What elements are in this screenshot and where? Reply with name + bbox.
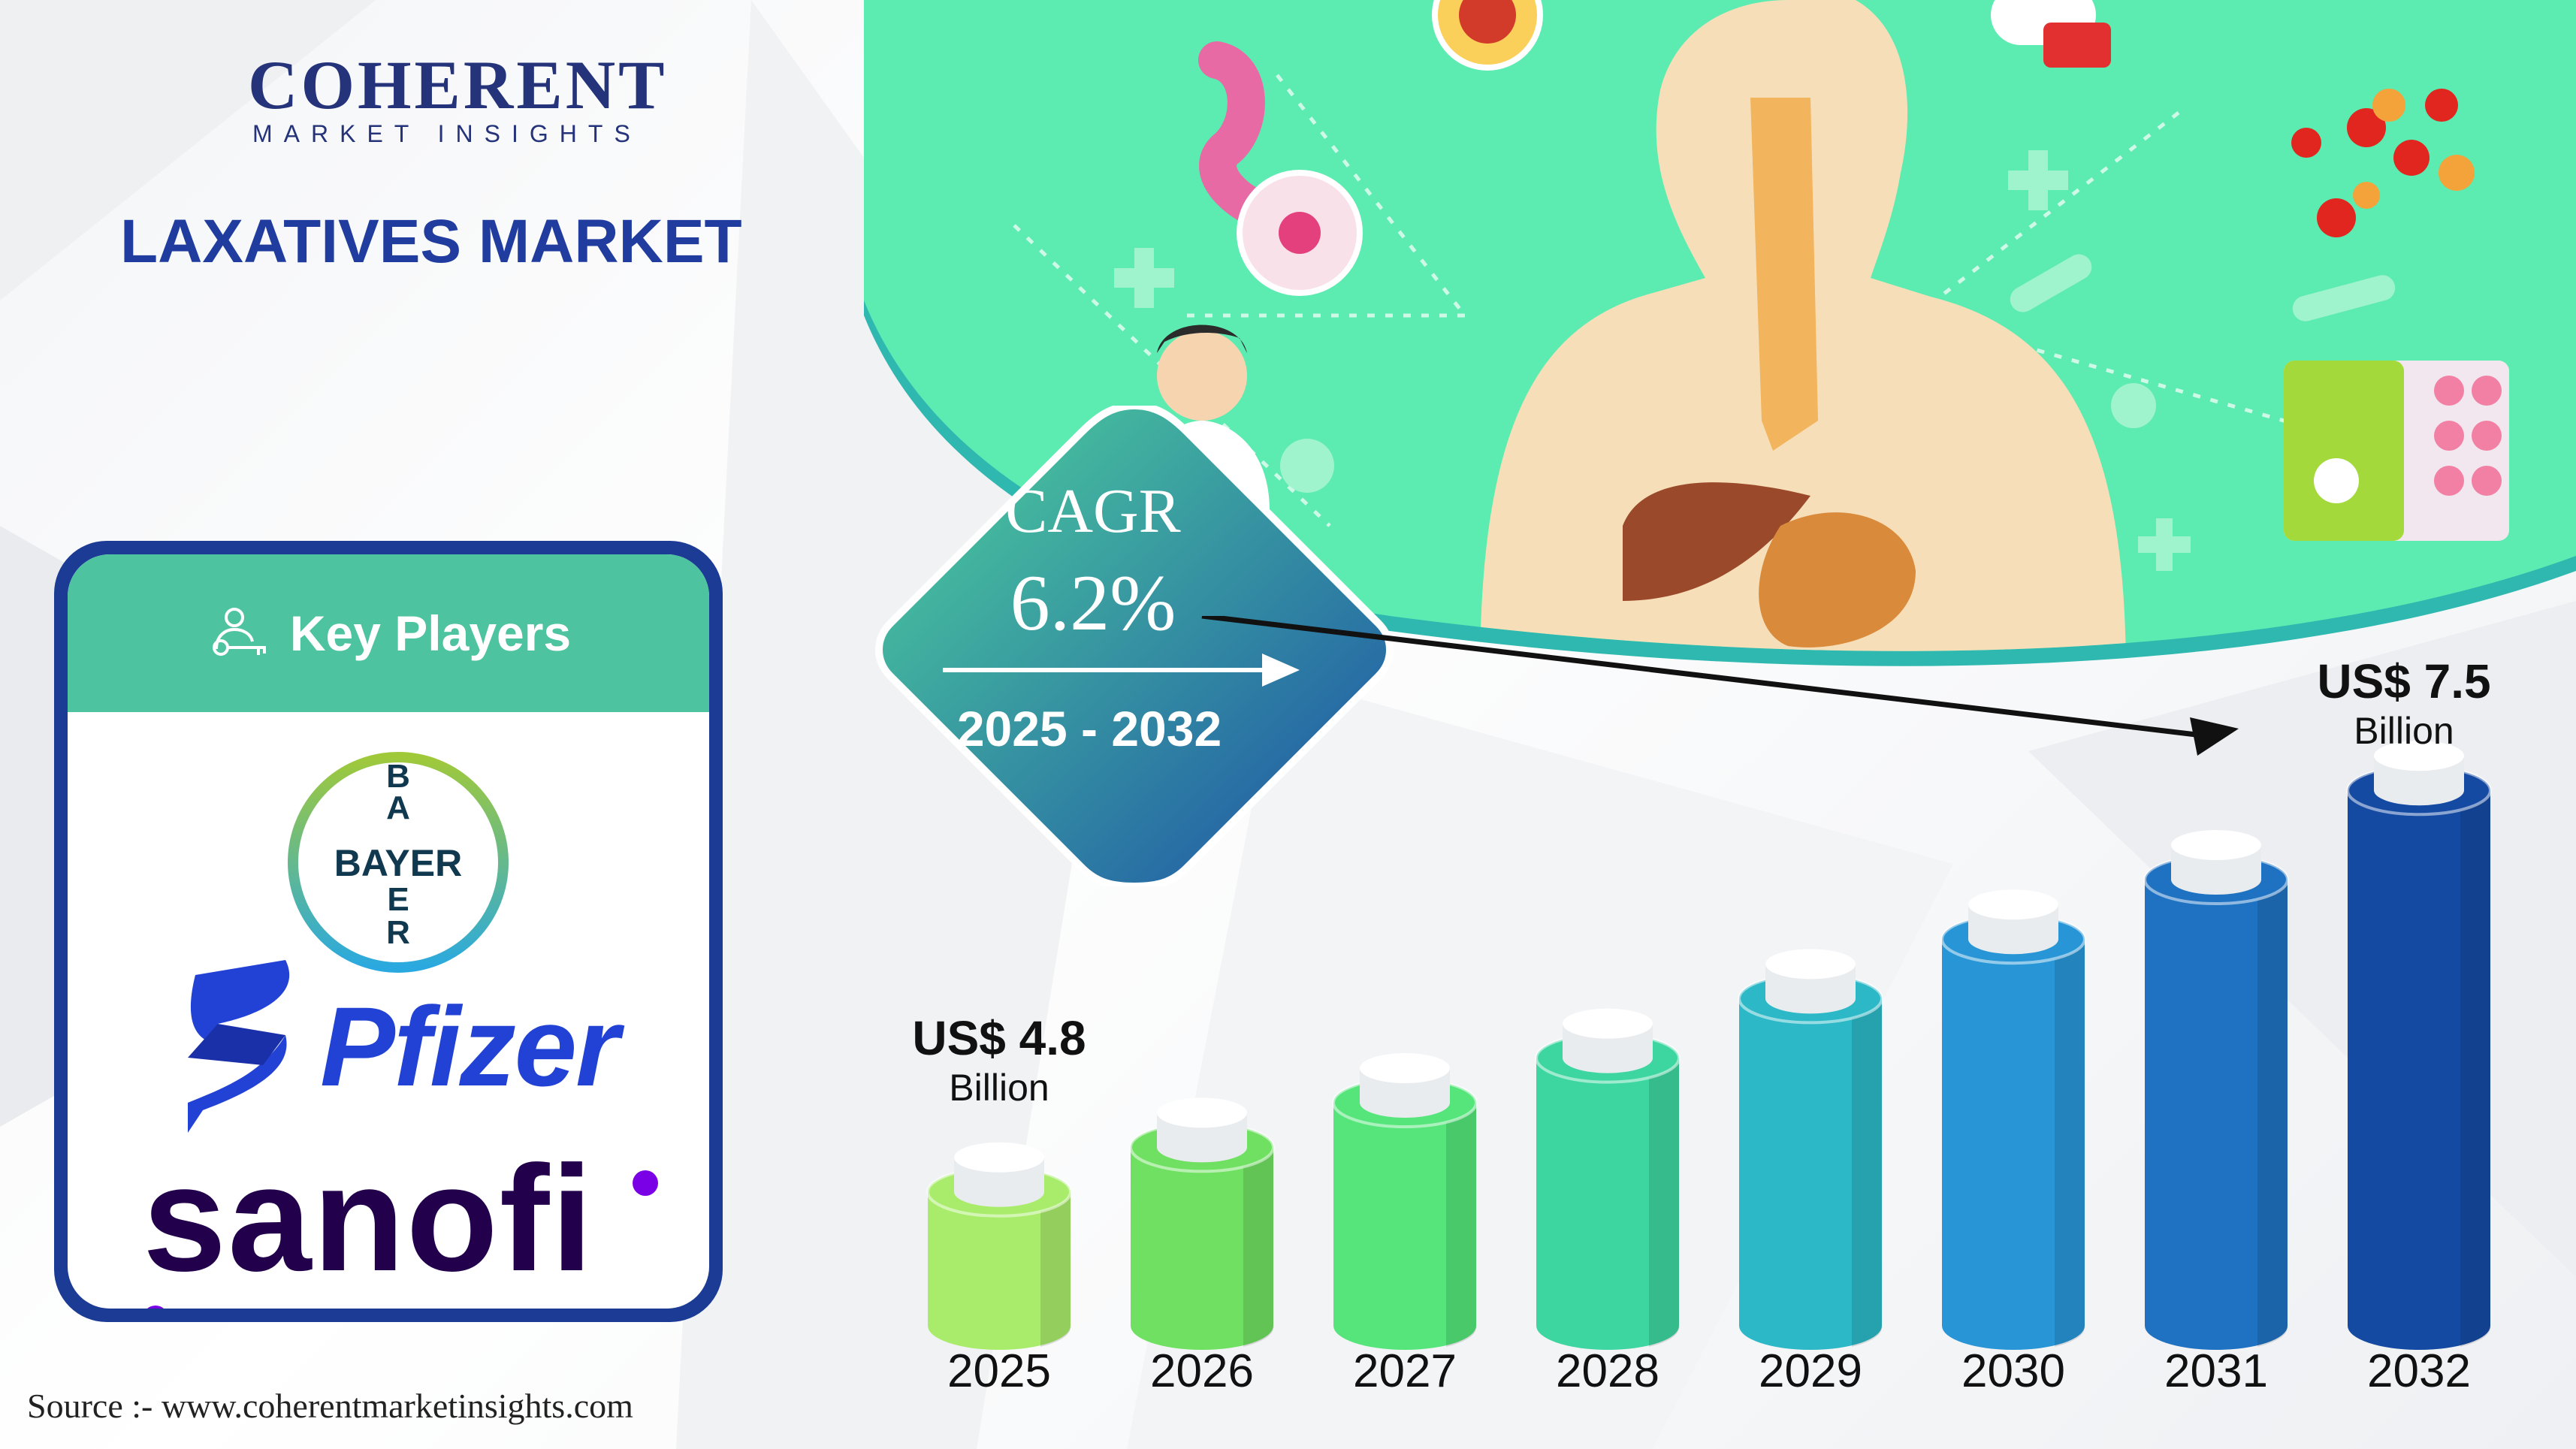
year-label-2025: 2025 [947, 1345, 1051, 1397]
bar-2027 [1332, 1053, 1478, 1350]
cagr-period: 2025 - 2032 [956, 701, 1222, 756]
sanofi-logo: sanofi [143, 1135, 594, 1303]
brand-tagline: MARKET INSIGHTS [252, 120, 642, 147]
bar-2028 [1535, 1008, 1681, 1350]
year-label-2028: 2028 [1556, 1345, 1659, 1397]
brand-name: COHERENT [248, 47, 668, 123]
digestive-illustration [864, 0, 2576, 666]
year-label-2031: 2031 [2164, 1345, 2268, 1397]
key-players-panel: Key Players BAYER B A E R [68, 554, 709, 1309]
bayer-horizontal-text: BAYER [334, 842, 462, 884]
bar-body [1333, 1103, 1476, 1350]
bar-cap-top [2171, 830, 2261, 860]
svg-text:E: E [387, 881, 409, 918]
end-unit: Billion [2354, 710, 2454, 752]
growth-trend-arrow [1201, 616, 2239, 756]
bar-shade [1446, 1103, 1477, 1347]
bar-cap-top [954, 1142, 1044, 1173]
cagr-badge [875, 406, 1394, 886]
key-players-heading: Key Players [289, 605, 572, 661]
sanofi-dot-left [143, 1306, 168, 1309]
bar-body [1536, 1058, 1679, 1350]
bar-body [1131, 1147, 1273, 1350]
end-value-callout: US$ 7.5 Billion [2291, 654, 2517, 753]
pfizer-wordmark: Pfizer [320, 983, 619, 1109]
sanofi-dot-right [633, 1170, 658, 1196]
bar-body [2145, 880, 2288, 1350]
bar-2026 [1129, 1097, 1275, 1350]
cagr-label: CAGR [1005, 476, 1181, 546]
year-label-2032: 2032 [2367, 1345, 2471, 1397]
user-key-icon [212, 608, 266, 656]
start-value: US$ 4.8 [912, 1011, 1086, 1065]
bar-body [1739, 998, 1882, 1350]
bar-shade [2257, 880, 2288, 1347]
year-label-2030: 2030 [1961, 1345, 2065, 1397]
svg-text:R: R [386, 914, 410, 951]
bar-shade [1852, 998, 1883, 1347]
bar-cap-top [1765, 949, 1856, 980]
year-label-2029: 2029 [1759, 1345, 1862, 1397]
bar-cap-top [1360, 1053, 1450, 1083]
bar-body [928, 1191, 1071, 1350]
source-credit: Source :- www.coherentmarketinsights.com [27, 1387, 633, 1425]
pfizer-mark-icon [188, 960, 290, 1133]
start-value-callout: US$ 4.8 Billion [886, 1010, 1112, 1109]
bar-shade [2055, 939, 2085, 1347]
bar-2025 [926, 1142, 1072, 1350]
bar-cap-top [2374, 741, 2464, 771]
end-value: US$ 7.5 [2317, 654, 2491, 708]
bar-shade [1040, 1191, 1071, 1347]
key-players-header: Key Players [68, 554, 709, 712]
bar-cap-top [1157, 1097, 1247, 1128]
page-title: LAXATIVES MARKET [120, 207, 742, 276]
start-unit: Billion [949, 1067, 1049, 1109]
year-label-2026: 2026 [1150, 1345, 1254, 1397]
market-growth-chart [926, 616, 2492, 1350]
key-players-card: Key Players BAYER B A E R [54, 541, 723, 1322]
bar-shade [1243, 1147, 1274, 1347]
year-label-2027: 2027 [1353, 1345, 1457, 1397]
svg-text:B: B [386, 758, 410, 795]
bar-cap-top [1968, 889, 2058, 920]
bar-2031 [2143, 830, 2289, 1350]
bayer-logo: BAYER B A E R [288, 752, 509, 973]
bar-cap-top [1563, 1008, 1653, 1039]
bar-body [1942, 939, 2085, 1350]
bar-2032 [2346, 741, 2492, 1350]
bar-2030 [1940, 889, 2086, 1350]
bar-body [2348, 790, 2490, 1350]
brand-logo: COHERENT [248, 45, 668, 125]
pfizer-logo: Pfizer [173, 960, 619, 1133]
cagr-value: 6.2% [1010, 559, 1176, 647]
bar-2029 [1738, 949, 1883, 1350]
bar-shade [2460, 790, 2491, 1347]
svg-text:A: A [386, 789, 410, 826]
bar-shade [1649, 1058, 1680, 1347]
